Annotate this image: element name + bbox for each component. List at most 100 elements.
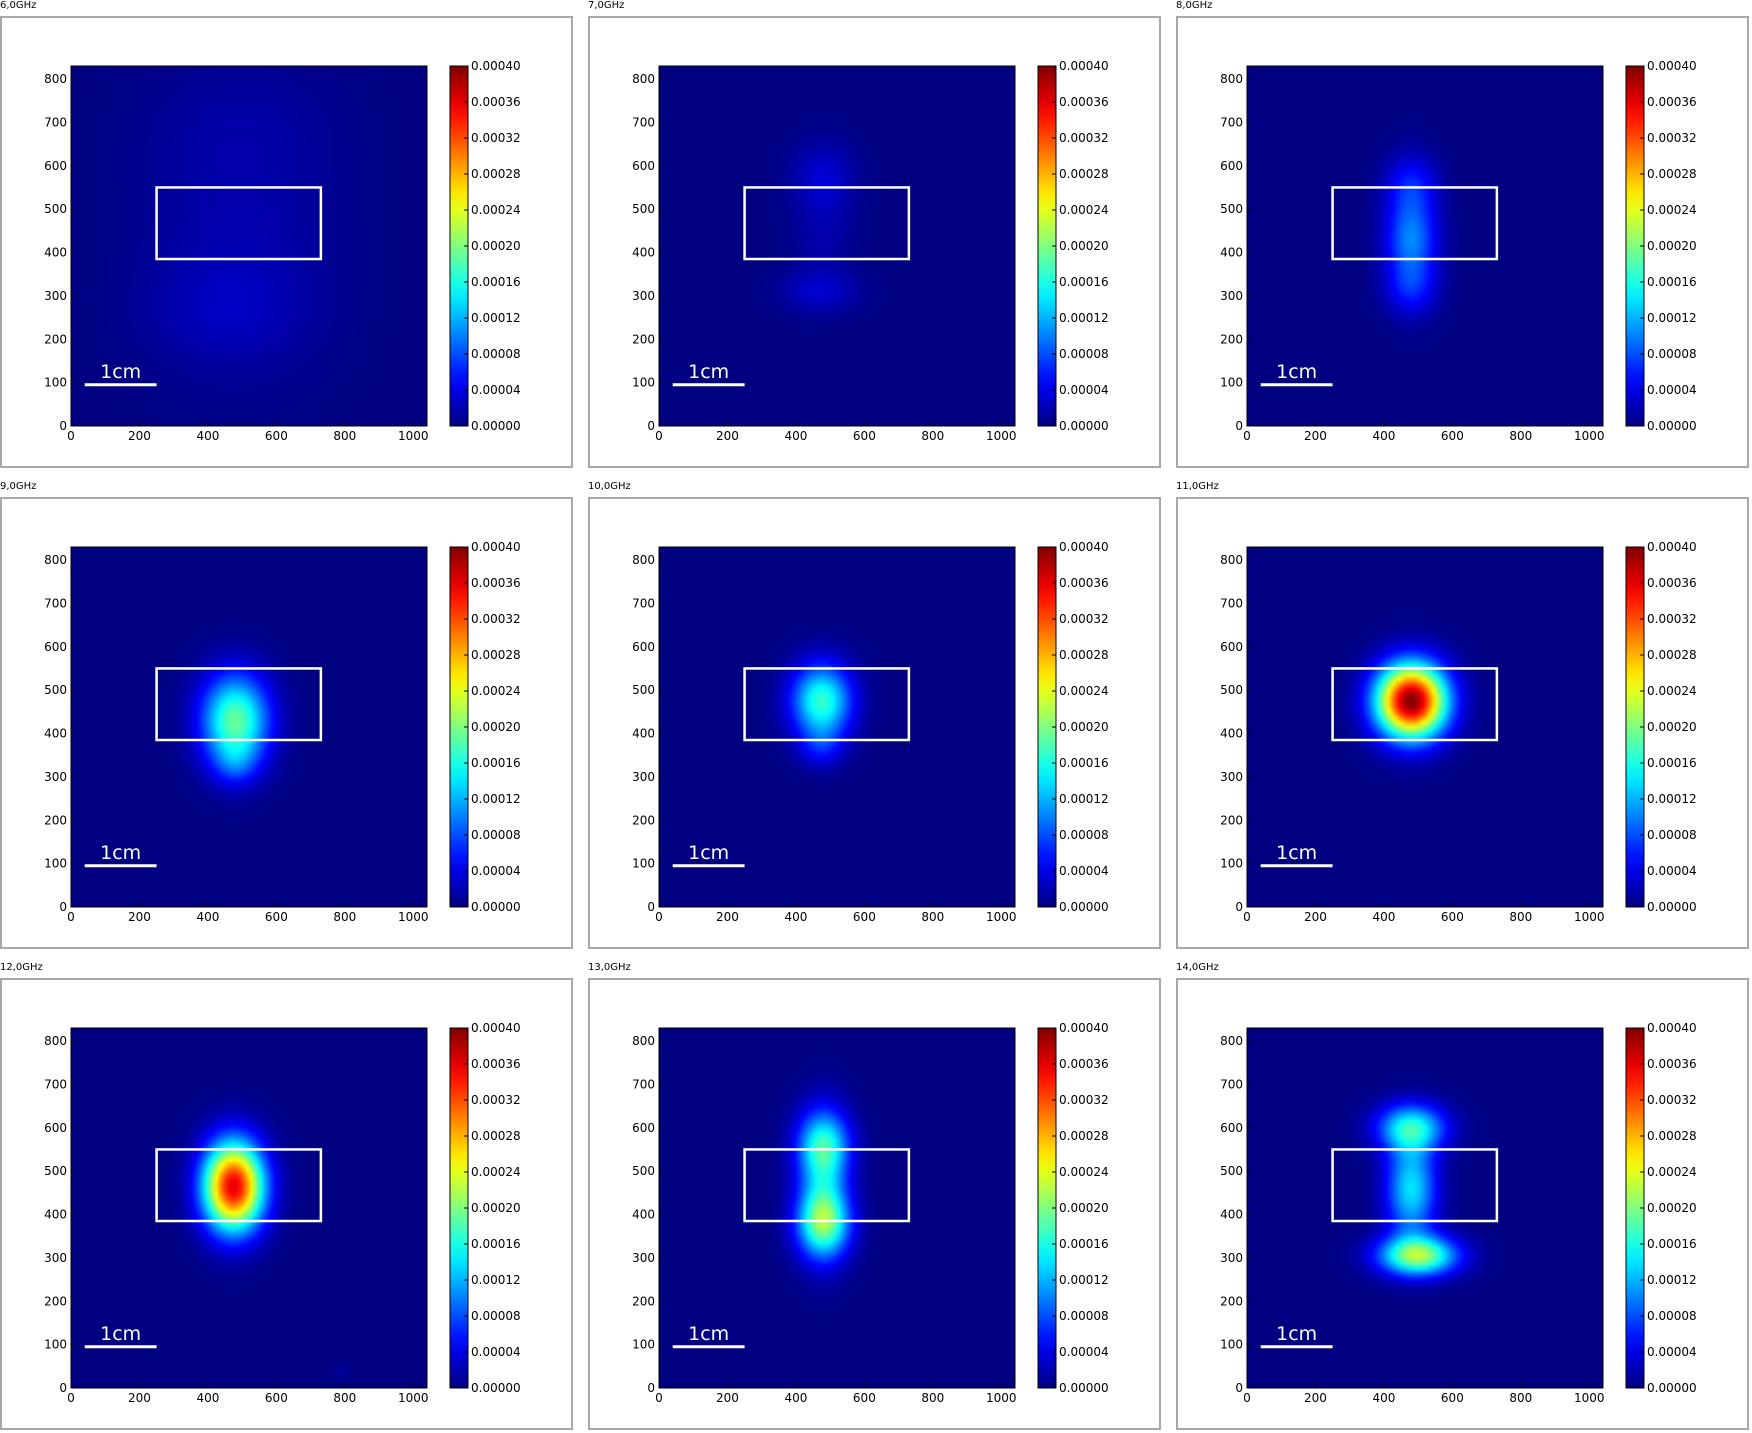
scale-bar-label: 1cm bbox=[100, 842, 141, 864]
heatmap-panel: 7,0GHz 0 200 400 600 800 1000 0 100 200 300 400 500 6… bbox=[588, 0, 1161, 468]
scale-bar-label: 1cm bbox=[1276, 361, 1317, 383]
x-tick-label: 400 bbox=[784, 910, 807, 924]
y-tick-label: 0 bbox=[1235, 1381, 1243, 1395]
heatmap-panel: 9,0GHz 0 200 400 600 800 1000 0 100 200 300 400 500 6… bbox=[0, 481, 573, 949]
x-tick-label: 200 bbox=[1304, 1391, 1327, 1405]
y-tick-label: 800 bbox=[44, 72, 67, 86]
colorbar-tick-label: 0.00012 bbox=[471, 792, 521, 806]
scale-bar-label: 1cm bbox=[100, 361, 141, 383]
y-tick-label: 300 bbox=[1220, 770, 1243, 784]
x-tick-label: 1000 bbox=[1574, 1391, 1605, 1405]
x-tick-label: 200 bbox=[716, 1391, 739, 1405]
colorbar-tick-label: 0.00032 bbox=[471, 131, 521, 145]
heatmap-panel: 8,0GHz 0 200 400 600 800 1000 0 100 200 300 400 500 6… bbox=[1176, 0, 1749, 468]
y-tick-label: 800 bbox=[44, 553, 67, 567]
y-tick-label: 700 bbox=[1220, 115, 1243, 129]
x-tick-label: 400 bbox=[196, 1391, 219, 1405]
sample-outline-rectangle bbox=[155, 186, 323, 261]
colorbar-tick-label: 0.00036 bbox=[1647, 1057, 1697, 1071]
colorbar-tick-label: 0.00028 bbox=[1647, 167, 1697, 181]
y-tick-label: 400 bbox=[632, 1208, 655, 1222]
colorbar-tick-label: 0.00016 bbox=[1647, 756, 1697, 770]
y-tick-label: 300 bbox=[632, 1251, 655, 1265]
x-tick-label: 0 bbox=[655, 1391, 663, 1405]
x-tick-label: 0 bbox=[1243, 910, 1251, 924]
plot-area-border bbox=[70, 1027, 428, 1389]
heatmap-chart: 0 200 400 600 800 1000 0 100 200 300 400 500 600 700 8… bbox=[44, 540, 521, 924]
y-tick-label: 800 bbox=[632, 1034, 655, 1048]
y-tick-label: 500 bbox=[1220, 1164, 1243, 1178]
panel-title: 13,0GHz bbox=[588, 962, 631, 973]
colorbar-tick-label: 0.00024 bbox=[1059, 684, 1109, 698]
colorbar-tick-label: 0.00012 bbox=[1647, 311, 1697, 325]
colorbar-tick-label: 0.00032 bbox=[1059, 612, 1109, 626]
y-tick-label: 100 bbox=[632, 376, 655, 390]
scale-bar-label: 1cm bbox=[100, 1323, 141, 1345]
y-tick-label: 400 bbox=[1220, 1208, 1243, 1222]
colorbar-tick-label: 0.00020 bbox=[1059, 1201, 1109, 1215]
colorbar-tick-label: 0.00024 bbox=[471, 1165, 521, 1179]
heatmap-field bbox=[1247, 547, 1603, 907]
colorbar-tick-label: 0.00032 bbox=[1059, 131, 1109, 145]
colorbar-tick-label: 0.00036 bbox=[471, 95, 521, 109]
y-tick-label: 0 bbox=[1235, 900, 1243, 914]
x-tick-label: 600 bbox=[853, 1391, 876, 1405]
x-tick-label: 800 bbox=[1509, 1391, 1532, 1405]
scale-bar-label: 1cm bbox=[1276, 842, 1317, 864]
x-tick-label: 800 bbox=[333, 1391, 356, 1405]
y-tick-label: 200 bbox=[1220, 813, 1243, 827]
y-tick-label: 600 bbox=[1220, 159, 1243, 173]
colorbar-tick-label: 0.00024 bbox=[1647, 203, 1697, 217]
colorbar-tick-label: 0.00004 bbox=[1059, 864, 1109, 878]
heatmap-field bbox=[1247, 66, 1603, 426]
heatmap-chart: 0 200 400 600 800 1000 0 100 200 300 400 500 600 700 8… bbox=[632, 540, 1109, 924]
colorbar-tick-label: 0.00000 bbox=[471, 419, 521, 433]
y-tick-label: 500 bbox=[44, 683, 67, 697]
y-tick-label: 400 bbox=[1220, 246, 1243, 260]
colorbar-tick-label: 0.00028 bbox=[1647, 648, 1697, 662]
heatmap-field bbox=[71, 547, 427, 907]
panel-title: 10,0GHz bbox=[588, 481, 631, 492]
y-tick-label: 600 bbox=[632, 640, 655, 654]
colorbar-tick-label: 0.00040 bbox=[1647, 59, 1697, 73]
colorbar-tick-label: 0.00032 bbox=[1647, 131, 1697, 145]
y-tick-label: 0 bbox=[59, 419, 67, 433]
heatmap-field bbox=[71, 1028, 427, 1388]
colorbar-tick-label: 0.00000 bbox=[1647, 1381, 1697, 1395]
y-tick-label: 700 bbox=[632, 596, 655, 610]
colorbar-tick-label: 0.00000 bbox=[1059, 1381, 1109, 1395]
y-tick-label: 200 bbox=[632, 813, 655, 827]
colorbar-tick-label: 0.00020 bbox=[1647, 720, 1697, 734]
y-tick-label: 600 bbox=[632, 159, 655, 173]
sample-outline-rectangle bbox=[1331, 186, 1499, 261]
x-tick-label: 1000 bbox=[986, 910, 1017, 924]
y-tick-label: 100 bbox=[1220, 376, 1243, 390]
x-tick-label: 1000 bbox=[398, 429, 429, 443]
colorbar-tick-label: 0.00004 bbox=[471, 1345, 521, 1359]
y-tick-label: 700 bbox=[1220, 1077, 1243, 1091]
x-tick-label: 1000 bbox=[986, 1391, 1017, 1405]
scale-bar-label: 1cm bbox=[1276, 1323, 1317, 1345]
x-tick-label: 1000 bbox=[398, 1391, 429, 1405]
y-tick-label: 300 bbox=[632, 289, 655, 303]
colorbar-tick-label: 0.00028 bbox=[471, 648, 521, 662]
sample-outline-rectangle bbox=[155, 1148, 323, 1223]
y-tick-label: 800 bbox=[632, 72, 655, 86]
heatmap-field bbox=[659, 66, 1015, 426]
heatmap-panel: 10,0GHz 0 200 400 600 800 1000 0 100 200 300 400 500… bbox=[588, 481, 1161, 949]
y-tick-label: 600 bbox=[632, 1121, 655, 1135]
plot-area-border bbox=[658, 1027, 1016, 1389]
colorbar-tick-label: 0.00012 bbox=[471, 311, 521, 325]
colorbar-tick-label: 0.00036 bbox=[1059, 1057, 1109, 1071]
y-tick-label: 0 bbox=[59, 900, 67, 914]
colorbar-tick-label: 0.00008 bbox=[1059, 347, 1109, 361]
heatmap-field bbox=[659, 547, 1015, 907]
y-tick-label: 200 bbox=[44, 1294, 67, 1308]
y-tick-label: 600 bbox=[1220, 640, 1243, 654]
colorbar-tick-label: 0.00000 bbox=[1059, 419, 1109, 433]
heatmap-panel: 12,0GHz 0 200 400 600 800 1000 0 100 200 300 400 500… bbox=[0, 962, 573, 1430]
colorbar-tick-label: 0.00028 bbox=[1059, 167, 1109, 181]
y-tick-label: 300 bbox=[44, 289, 67, 303]
y-tick-label: 300 bbox=[1220, 1251, 1243, 1265]
